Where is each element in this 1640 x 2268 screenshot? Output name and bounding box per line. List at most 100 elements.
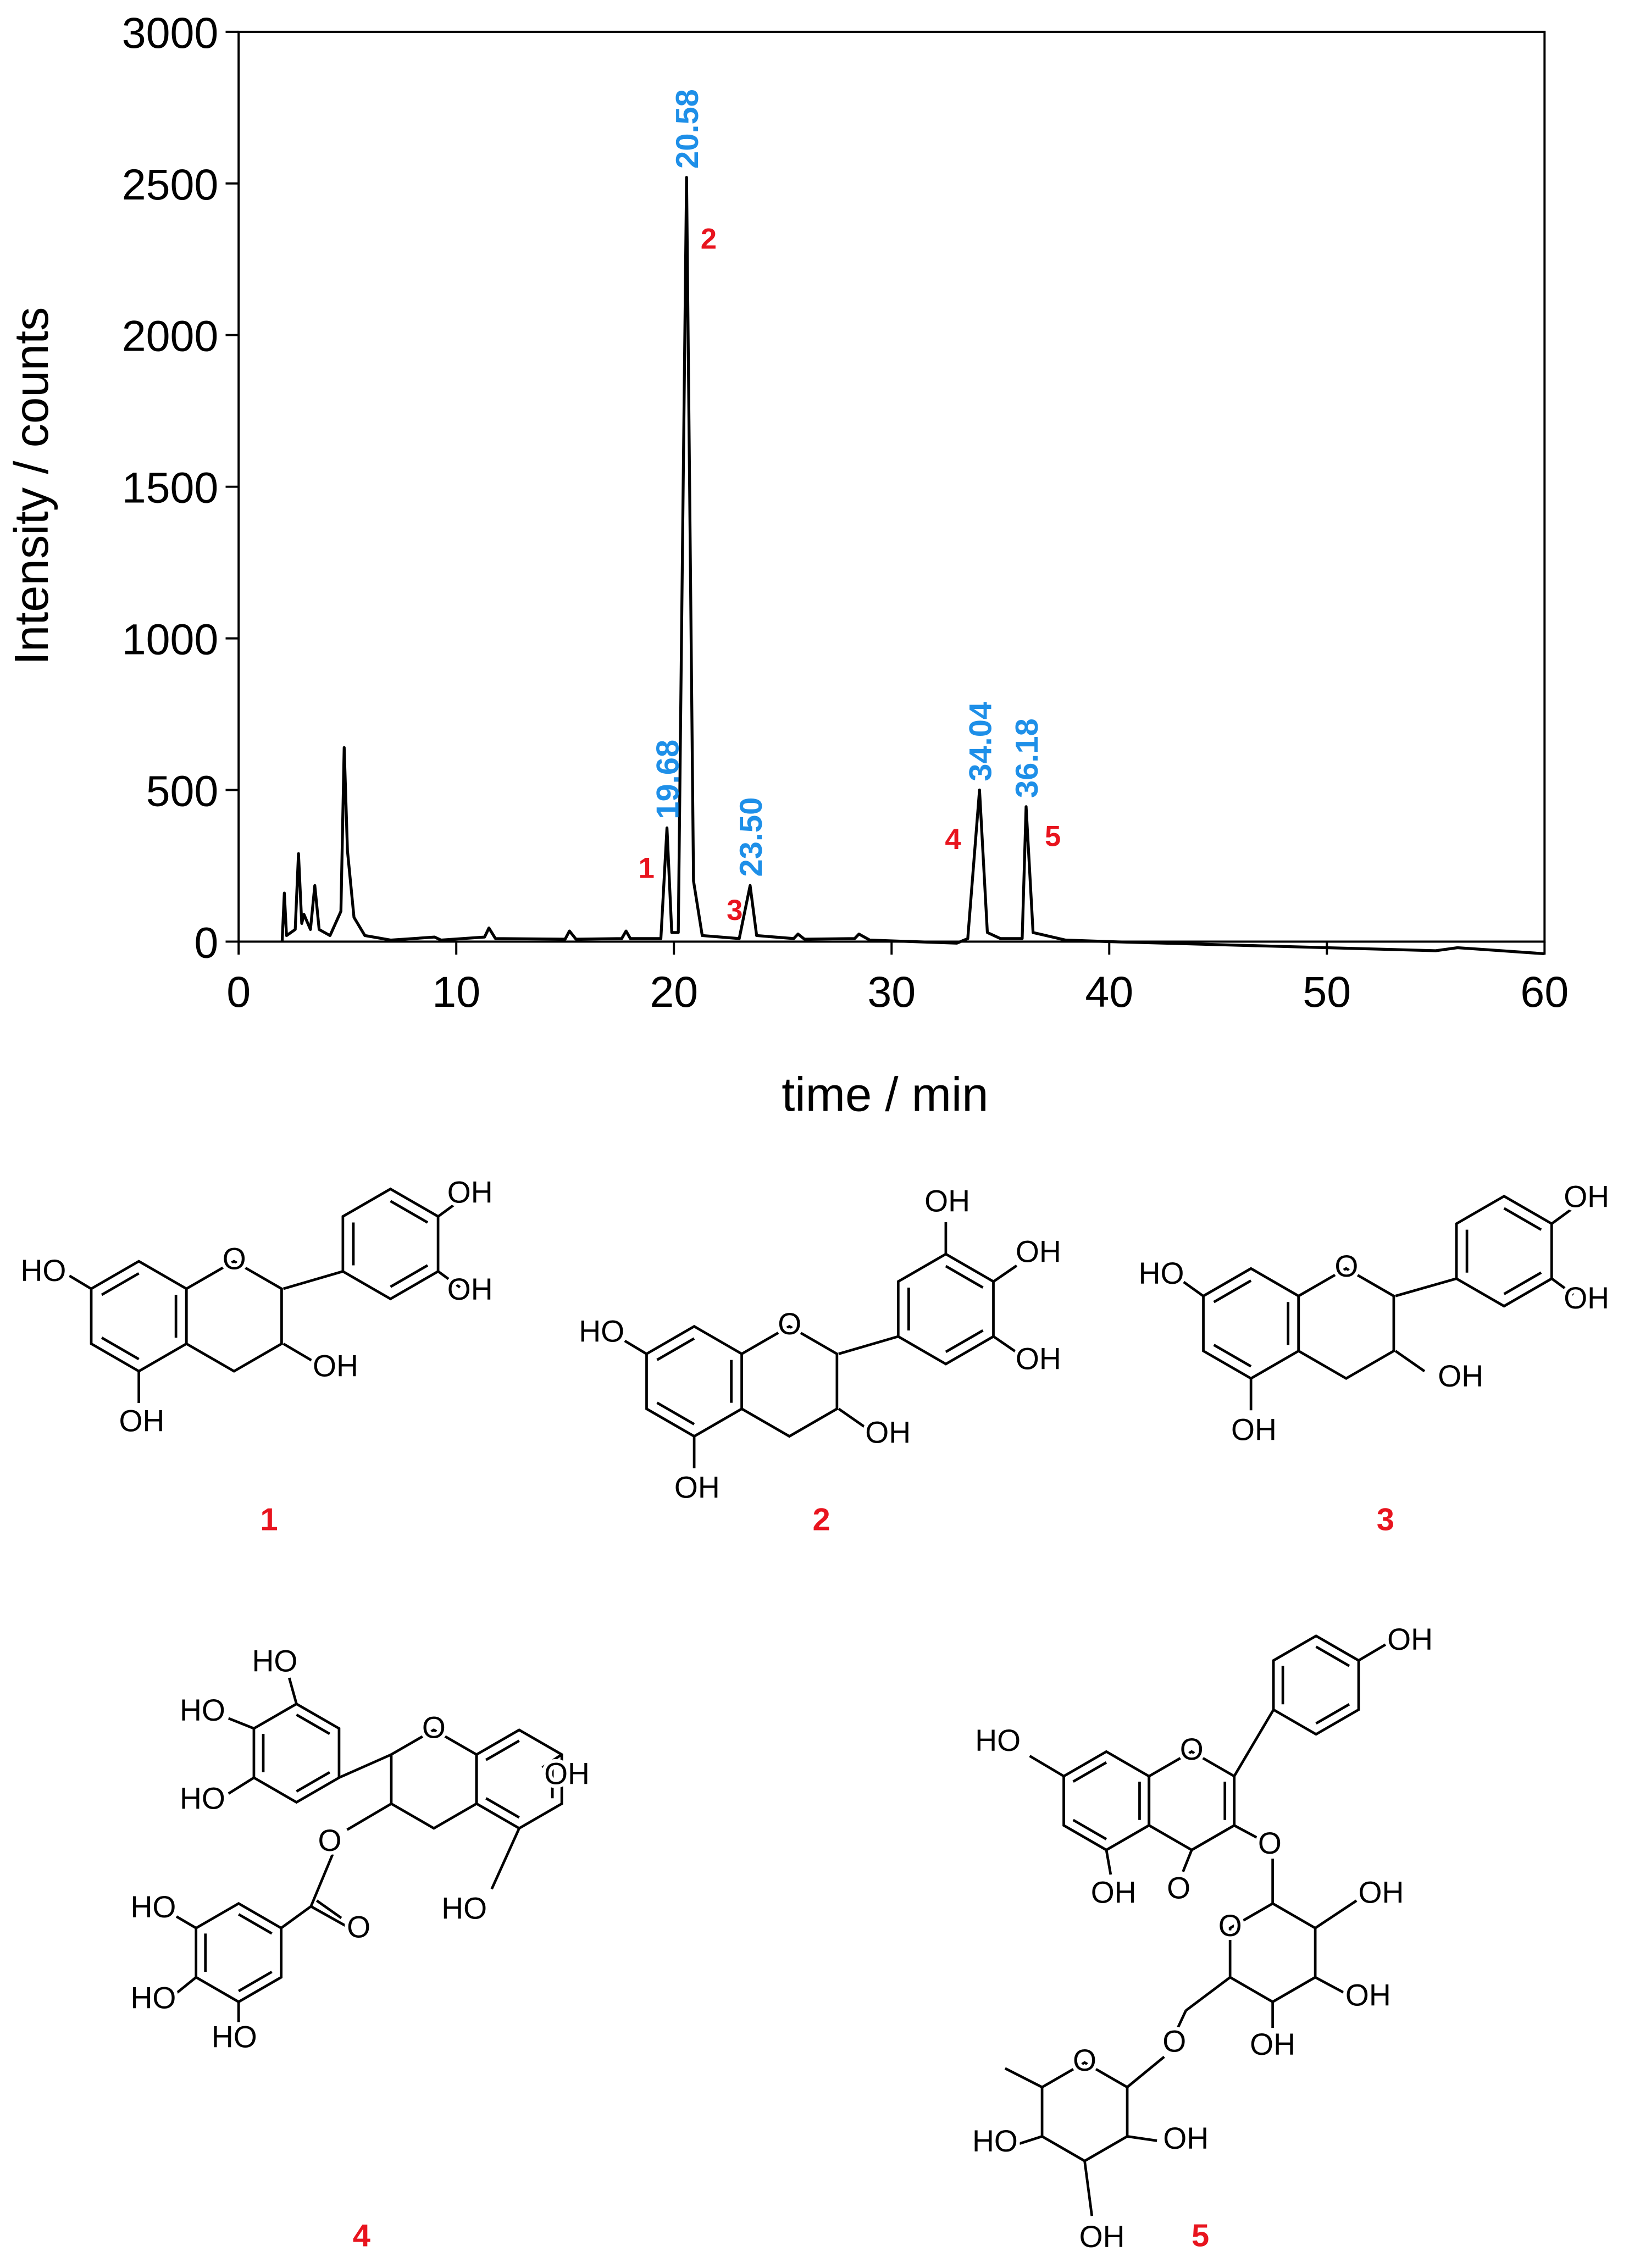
double-bond: [1315, 1645, 1350, 1667]
atom-label: OH: [1345, 1978, 1391, 2012]
bond: [282, 1270, 343, 1290]
atom-label: OH: [1079, 2220, 1125, 2254]
bond: [282, 1343, 316, 1364]
peak-time-label: 36.18: [1010, 718, 1045, 798]
double-bond: [485, 1797, 520, 1819]
atom-label: HO: [130, 1981, 176, 2015]
bond: [1029, 1755, 1065, 1778]
y-tick-label: 1500: [122, 464, 219, 512]
atom-label: HO: [579, 1314, 624, 1348]
double-bond: [1072, 1761, 1107, 1783]
bond: [1182, 1280, 1204, 1297]
double-bond: [101, 1337, 140, 1361]
structure-number: 3: [1377, 1502, 1394, 1538]
bond: [993, 1335, 1018, 1354]
bond: [1127, 2135, 1157, 2142]
ring: [185, 1260, 283, 1373]
atom-label: OH: [1438, 1359, 1483, 1393]
atom-label: OH: [1564, 1180, 1609, 1214]
x-tick-label: 30: [867, 968, 916, 1016]
y-tick-label: 1000: [122, 615, 219, 664]
bond: [437, 1199, 461, 1218]
atom-label: OH: [1163, 2121, 1209, 2155]
peak-time-label: 19.68: [651, 740, 686, 819]
atom-label: O: [422, 1710, 446, 1744]
bond: [346, 1803, 392, 1831]
atom-label: HO: [212, 2020, 257, 2054]
bond: [228, 1717, 254, 1730]
bond: [838, 1335, 899, 1355]
double-bond: [1072, 1818, 1107, 1840]
bond: [490, 1827, 520, 1890]
bond: [280, 1905, 312, 1929]
atom-label: HO: [972, 2124, 1018, 2158]
structure-number: 5: [1192, 2219, 1209, 2254]
x-tick-label: 50: [1303, 968, 1351, 1016]
x-tick-label: 20: [650, 968, 698, 1016]
double-bond: [390, 1264, 429, 1288]
atom-label: O: [318, 1823, 341, 1857]
x-tick-label: 10: [432, 968, 480, 1016]
double-bond: [296, 1714, 331, 1735]
bond: [993, 1265, 1018, 1283]
atom-label: O: [347, 1910, 370, 1944]
atom-label: HO: [180, 1693, 225, 1727]
double-bond: [945, 1265, 984, 1289]
atom-label: O: [1180, 1732, 1204, 1766]
double-bond: [237, 1971, 273, 1993]
atom-label: HO: [130, 1890, 176, 1924]
bond: [1182, 1849, 1193, 1872]
y-tick-label: 3000: [122, 9, 219, 57]
bond: [309, 1854, 334, 1907]
y-tick-label: 0: [194, 918, 218, 967]
structures: HO O OH OH OH OH 1 HO O OH OH OH OH OH 2 HO O OH OH OH OH 3 HO…: [17, 1172, 1613, 2257]
atom-label: OH: [1564, 1281, 1609, 1315]
ring: [195, 1901, 283, 2004]
ring: [390, 1728, 478, 1830]
bond: [1019, 2135, 1043, 2145]
x-tick-label: 60: [1520, 968, 1569, 1016]
ring: [1455, 1194, 1553, 1308]
atom-label: OH: [1359, 1876, 1404, 1910]
atom-label: HO: [1139, 1256, 1184, 1290]
bond: [310, 1905, 348, 1928]
bond: [315, 1899, 342, 1919]
atom-label: HO: [975, 1723, 1021, 1757]
atom-label: OH: [674, 1471, 720, 1505]
y-tick-label: 2500: [122, 160, 219, 209]
atom-label: OH: [1231, 1412, 1277, 1446]
atom-label: O: [1073, 2043, 1096, 2077]
bond: [1185, 1976, 1231, 2012]
atom-label: OH: [313, 1349, 358, 1383]
atom-label: HO: [441, 1891, 487, 1925]
plot-frame: [237, 30, 1546, 943]
peak-time-label: 23.50: [734, 797, 769, 877]
x-tick-label: 0: [226, 968, 251, 1016]
double-bond: [1503, 1271, 1542, 1295]
bond: [838, 1407, 869, 1430]
atom-label: OH: [447, 1272, 493, 1306]
bond: [1551, 1277, 1575, 1296]
double-bond: [1315, 1703, 1350, 1725]
ring: [1062, 1750, 1150, 1852]
y-tick-label: 500: [146, 767, 219, 815]
bond: [1551, 1206, 1575, 1225]
peak-number: 4: [945, 823, 961, 856]
atom-label: OH: [865, 1416, 911, 1450]
peak-time-label: 34.04: [963, 702, 998, 781]
x-tick-label: 40: [1085, 968, 1133, 1016]
atom-label: O: [1334, 1249, 1358, 1283]
double-bond: [656, 1337, 695, 1361]
double-bond: [945, 1329, 984, 1354]
ring: [1202, 1267, 1300, 1380]
atom-label: HO: [21, 1254, 67, 1288]
double-bond: [1213, 1279, 1252, 1304]
bond: [338, 1753, 392, 1779]
atom-label: O: [778, 1307, 801, 1341]
ring: [1228, 1901, 1317, 2004]
atom-label: OH: [1250, 2027, 1295, 2061]
ring: [252, 1702, 341, 1804]
double-bond: [656, 1401, 695, 1426]
bond: [228, 1776, 255, 1795]
